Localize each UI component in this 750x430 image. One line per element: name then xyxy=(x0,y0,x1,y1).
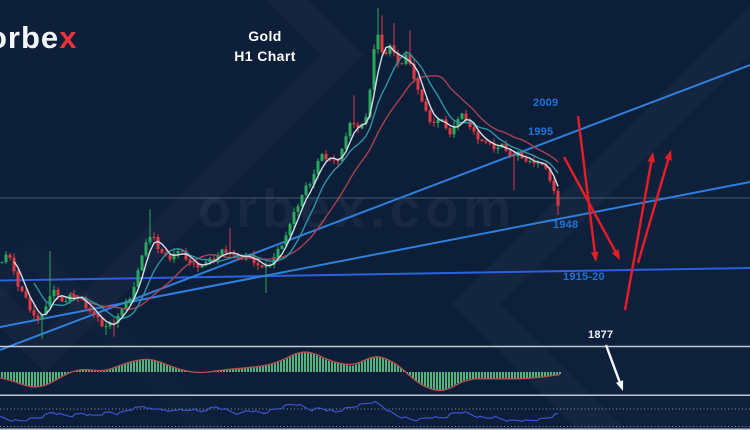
logo-accent-letter: x xyxy=(59,20,78,55)
chart-title: Gold H1 Chart xyxy=(200,28,330,64)
chart-title-instrument: Gold xyxy=(248,28,282,44)
price-label-1915-20: 1915-20 xyxy=(563,271,605,283)
level-lines xyxy=(0,197,750,282)
price-label-2009: 2009 xyxy=(533,97,559,109)
oscillator-line xyxy=(0,400,559,423)
logo-text: orbe xyxy=(0,20,60,55)
price-label-1948: 1948 xyxy=(553,219,579,231)
candles xyxy=(0,7,560,339)
oscillator xyxy=(0,400,750,427)
orbex-logo: orbex xyxy=(0,20,77,56)
price-label-1877: 1877 xyxy=(588,329,614,341)
forecast-arrows xyxy=(562,115,672,391)
orbex-watermark: orbex.com xyxy=(198,179,517,239)
moving-averages xyxy=(13,45,559,326)
chart-title-timeframe: H1 Chart xyxy=(234,48,296,64)
panel-separators xyxy=(0,345,750,430)
macd-histogram xyxy=(0,351,561,392)
macd-signal-line xyxy=(0,351,561,392)
price-label-1995: 1995 xyxy=(528,126,554,138)
